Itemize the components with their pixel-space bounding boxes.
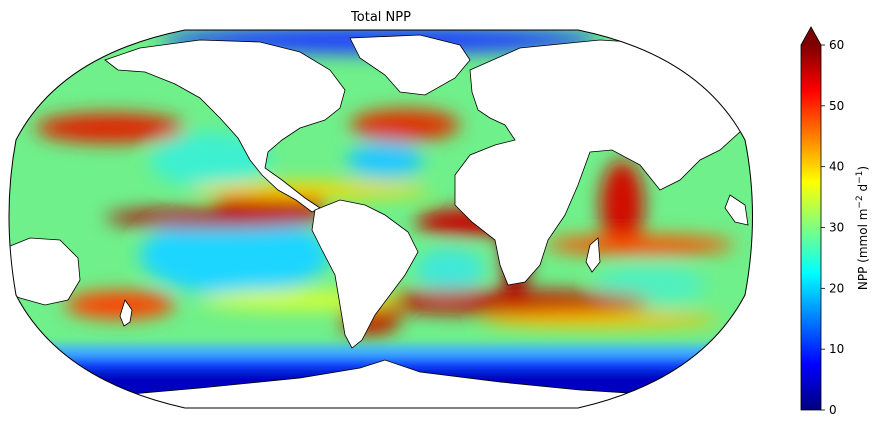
colorbar-tick-label: 60: [829, 38, 844, 52]
south-america: [311, 199, 419, 349]
greenland: [349, 34, 471, 96]
colorbar-label: NPP (mmol m−2 d−1): [855, 166, 870, 290]
map-boundary: [8, 29, 753, 409]
southeast-asia-islands: [724, 194, 749, 226]
colorbar-tick-label: 10: [829, 342, 844, 356]
land-masses: [9, 34, 753, 408]
npp-map: [9, 30, 753, 408]
colorbar-ticks: 0 10 20 30 40 50 60: [821, 38, 844, 417]
antarctica: [9, 359, 753, 408]
colorbar-tick-label: 50: [829, 99, 844, 113]
map-title: Total NPP: [350, 10, 411, 25]
colorbar-tick-label: 20: [829, 281, 844, 295]
colorbar-tick-label: 0: [829, 403, 837, 417]
new-zealand: [119, 299, 133, 327]
colorbar-gradient: [801, 45, 821, 410]
north-america: [104, 39, 346, 213]
colorbar-extend-arrow: [801, 27, 821, 45]
colorbar: 0 10 20 30 40 50 60 NPP (mmol m−2 d−1): [800, 26, 870, 417]
colorbar-tick-label: 30: [829, 221, 844, 235]
colorbar-frame: [800, 26, 822, 411]
colorbar-tick-label: 40: [829, 160, 844, 174]
madagascar: [585, 237, 601, 273]
